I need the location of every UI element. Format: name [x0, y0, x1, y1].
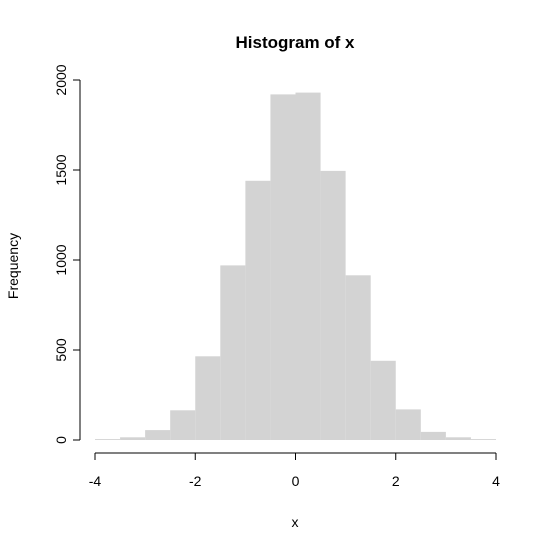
bar	[395, 409, 421, 440]
bar	[470, 439, 496, 440]
bar	[245, 180, 271, 441]
x-axis-label: x	[292, 514, 299, 530]
x-tick-label: 4	[492, 473, 500, 489]
bar	[145, 430, 171, 440]
bar	[445, 437, 471, 440]
y-tick-label: 0	[53, 436, 69, 444]
y-tick-label: 1500	[53, 154, 69, 185]
bar	[320, 170, 346, 440]
bar	[370, 360, 396, 440]
y-tick-label: 500	[53, 338, 69, 362]
x-tick-label: -2	[189, 473, 202, 489]
chart-title: Histogram of x	[235, 33, 355, 52]
bar	[345, 275, 371, 440]
y-axis-label: Frequency	[5, 233, 21, 299]
y-tick-label: 2000	[53, 64, 69, 95]
bar	[120, 437, 146, 440]
bar	[270, 94, 296, 441]
bar	[220, 265, 246, 440]
bar	[170, 410, 196, 440]
x-tick-label: -4	[89, 473, 102, 489]
x-tick-label: 2	[392, 473, 400, 489]
bar	[420, 431, 446, 440]
bar	[295, 92, 321, 440]
bar	[95, 439, 121, 440]
x-tick-label: 0	[292, 473, 300, 489]
y-tick-label: 1000	[53, 244, 69, 275]
bar	[195, 356, 221, 440]
